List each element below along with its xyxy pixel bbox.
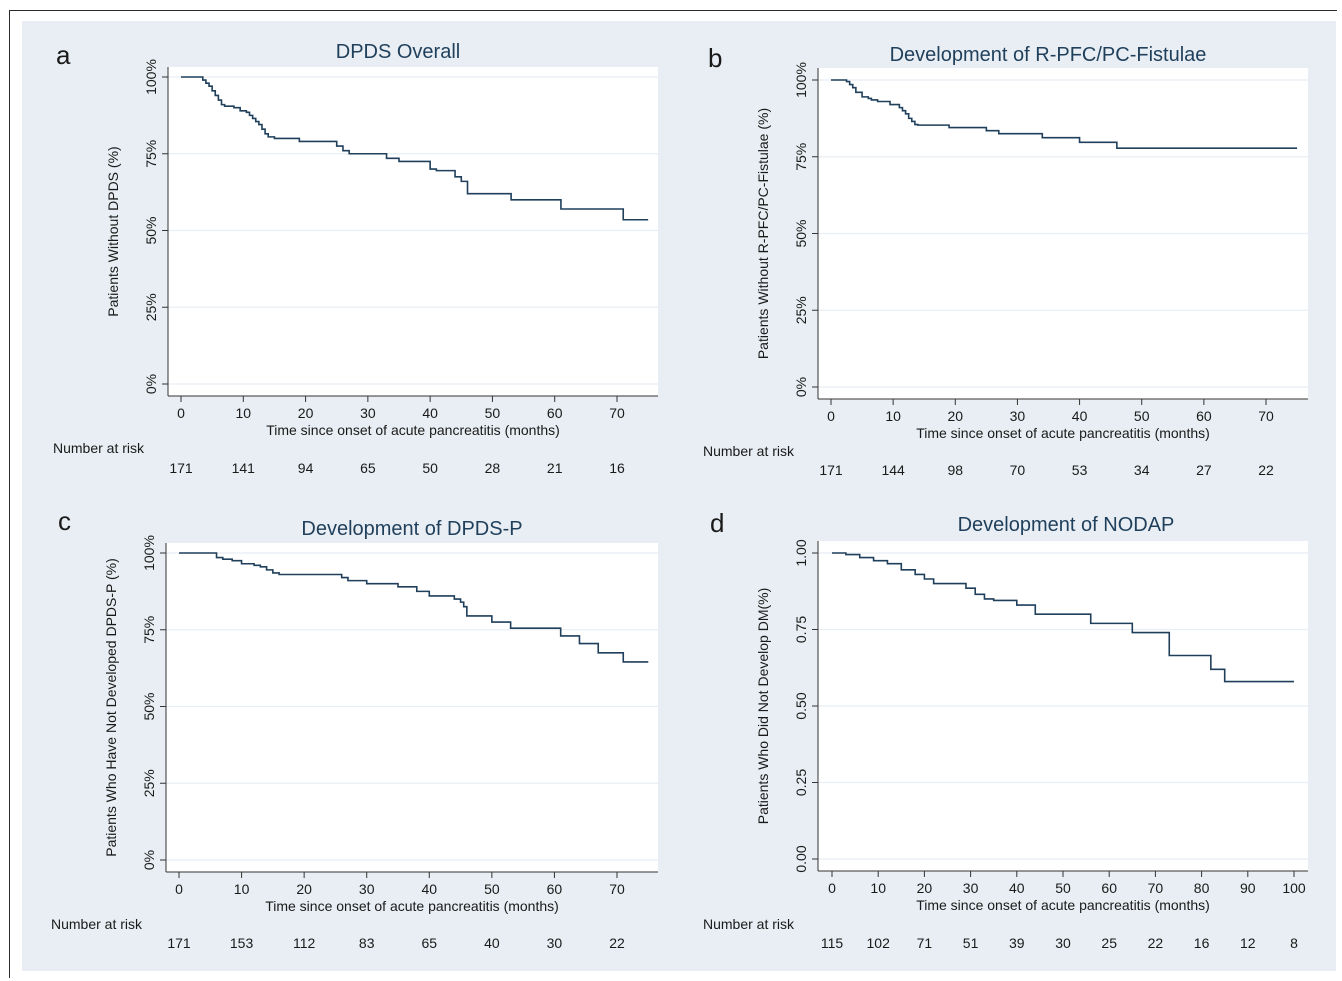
- figure-background: [22, 21, 1336, 971]
- figure-frame: [9, 10, 1337, 978]
